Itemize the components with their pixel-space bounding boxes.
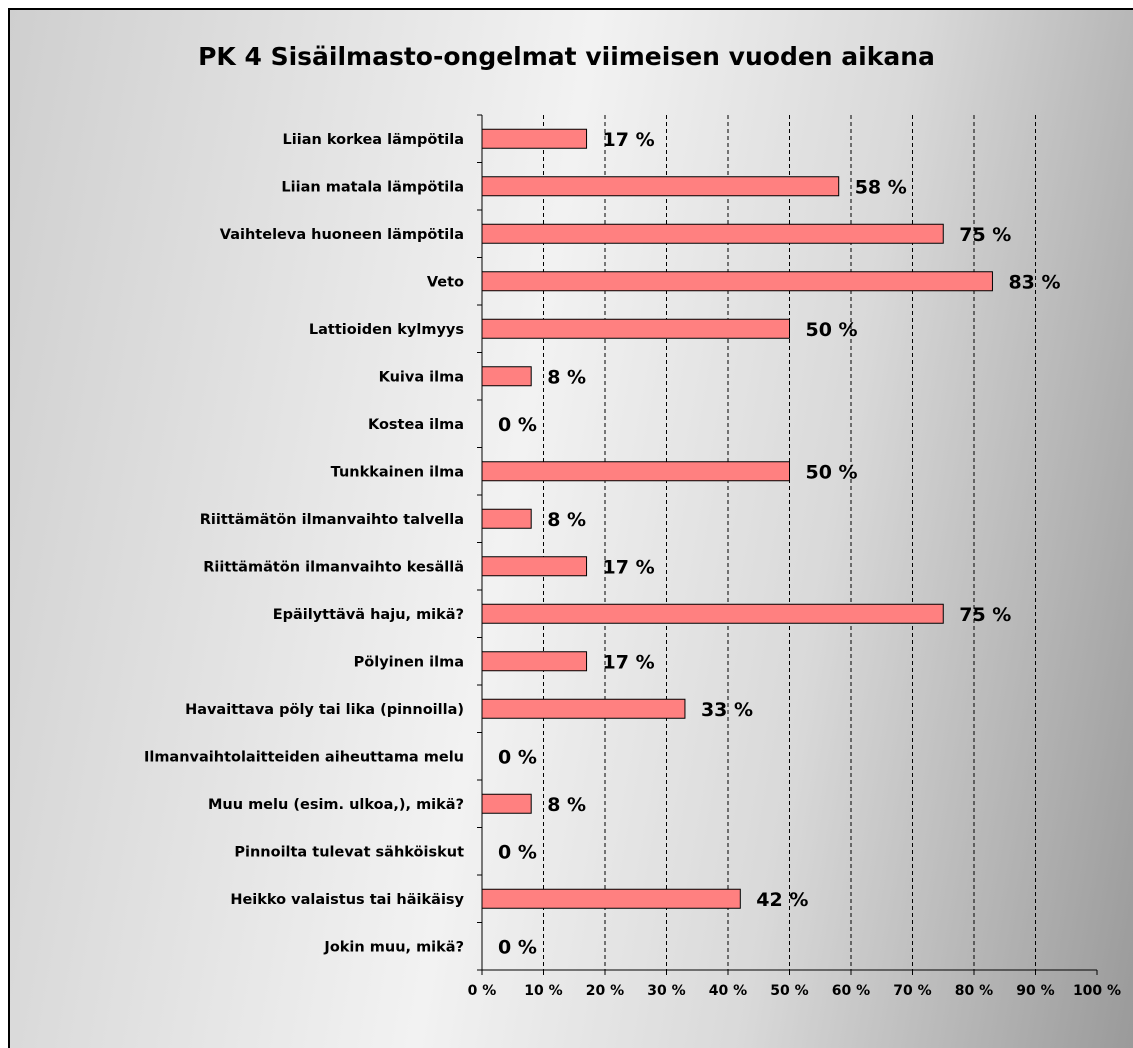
category-label: Ilmanvaihtolaitteiden aiheuttama melu [144, 749, 464, 765]
data-label: 75 % [959, 224, 1011, 246]
category-label: Kostea ilma [368, 417, 464, 433]
x-tick-label: 40 % [709, 983, 747, 999]
x-tick-label: 60 % [832, 983, 870, 999]
bar [481, 176, 840, 197]
bar [481, 128, 588, 149]
category-label: Liian matala lämpötila [281, 179, 464, 195]
bar [481, 698, 686, 719]
bar [481, 556, 588, 577]
category-label: Muu melu (esim. ulkoa,), mikä? [208, 797, 464, 813]
x-tick-label: 30 % [647, 983, 685, 999]
data-label: 8 % [547, 509, 586, 531]
data-label: 50 % [806, 461, 858, 483]
category-label: Pinnoilta tulevat sähköiskut [234, 844, 464, 860]
data-label: 8 % [547, 794, 586, 816]
bar [481, 318, 790, 339]
bar [481, 223, 944, 244]
data-label: 42 % [756, 889, 808, 911]
category-label: Epäilyttävä haju, mikä? [273, 607, 464, 623]
bar [481, 508, 532, 529]
data-label: 83 % [1008, 271, 1060, 293]
bar [481, 793, 532, 814]
category-label: Lattioiden kylmyys [309, 322, 464, 338]
category-label: Heikko valaistus tai häikäisy [230, 892, 464, 908]
data-label: 0 % [498, 746, 537, 768]
data-label: 50 % [806, 319, 858, 341]
data-label: 0 % [498, 936, 537, 958]
bar [481, 271, 993, 292]
bar [481, 461, 790, 482]
bar [481, 888, 741, 909]
x-tick-label: 80 % [955, 983, 993, 999]
chart-title: PK 4 Sisäilmasto-ongelmat viimeisen vuod… [198, 42, 935, 71]
data-label: 58 % [855, 176, 907, 198]
category-label: Tunkkainen ilma [331, 464, 464, 480]
category-label: Jokin muu, mikä? [323, 939, 464, 955]
x-tick-label: 100 % [1073, 983, 1121, 999]
x-tick-label: 10 % [524, 983, 562, 999]
category-label: Pölyinen ilma [354, 654, 464, 670]
bar [481, 651, 588, 672]
category-label: Vaihteleva huoneen lämpötila [220, 227, 464, 243]
data-label: 17 % [603, 651, 655, 673]
bar [481, 603, 944, 624]
category-label: Riittämätön ilmanvaihto kesällä [203, 559, 464, 575]
category-label: Kuiva ilma [379, 369, 464, 385]
category-label: Liian korkea lämpötila [283, 132, 464, 148]
data-label: 33 % [701, 699, 753, 721]
data-label: 8 % [547, 366, 586, 388]
data-label: 0 % [498, 414, 537, 436]
x-tick-label: 70 % [893, 983, 931, 999]
data-label: 75 % [959, 604, 1011, 626]
data-label: 17 % [603, 556, 655, 578]
data-label: 17 % [603, 129, 655, 151]
category-label: Havaittava pöly tai lika (pinnoilla) [185, 702, 464, 718]
category-label: Veto [427, 274, 464, 290]
x-tick-label: 0 % [468, 983, 497, 999]
x-tick-label: 20 % [586, 983, 624, 999]
x-tick-label: 50 % [770, 983, 808, 999]
x-tick-label: 90 % [1016, 983, 1054, 999]
category-label: Riittämätön ilmanvaihto talvella [200, 512, 464, 528]
data-label: 0 % [498, 841, 537, 863]
bar [481, 366, 532, 387]
